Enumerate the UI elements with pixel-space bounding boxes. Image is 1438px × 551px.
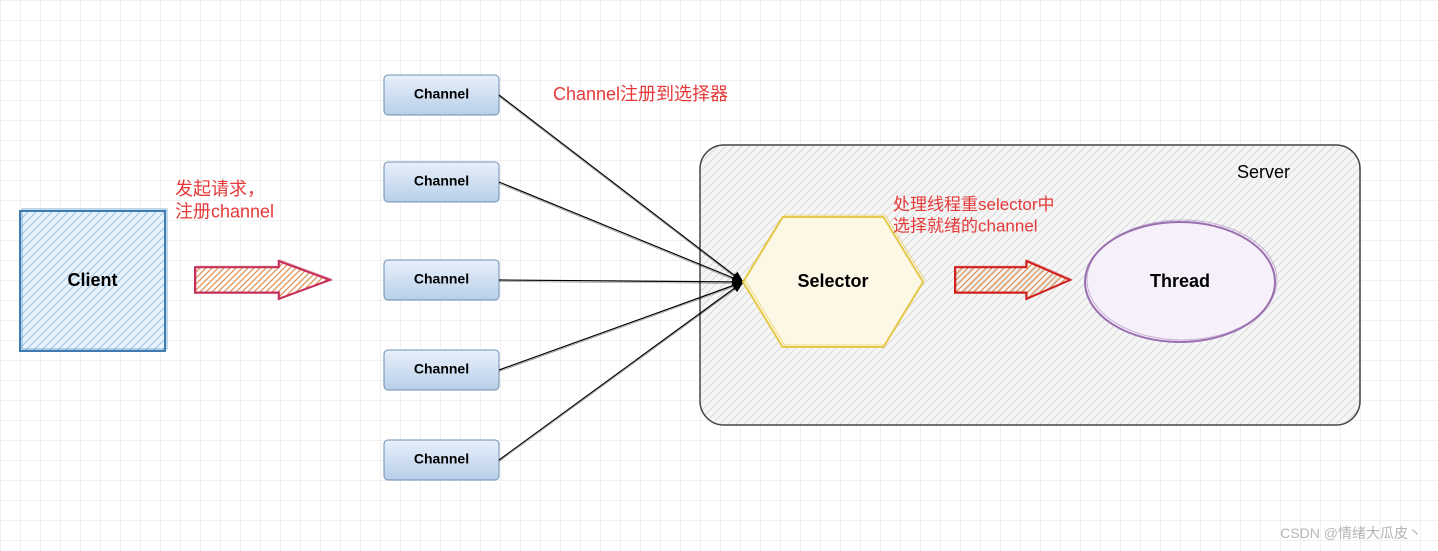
channel-node-0: Channel	[384, 75, 499, 115]
thread-label: Thread	[1150, 271, 1210, 291]
channel-node-3: Channel	[384, 350, 499, 390]
channel-label: Channel	[414, 361, 469, 377]
selector-label: Selector	[797, 271, 868, 291]
channel-node-4: Channel	[384, 440, 499, 480]
channel-node-2: Channel	[384, 260, 499, 300]
channel-label: Channel	[414, 86, 469, 102]
channel-label: Channel	[414, 451, 469, 467]
channel-label: Channel	[414, 173, 469, 189]
client-node: Client	[20, 209, 167, 351]
channel-label: Channel	[414, 271, 469, 287]
server-label: Server	[1237, 162, 1290, 182]
annotation-req_label: 发起请求，注册channel	[175, 179, 274, 222]
channel-node-1: Channel	[384, 162, 499, 202]
annotation-reg_label: Channel注册到选择器	[553, 84, 728, 104]
channels-group: Channel Channel Channel Channel Channel	[384, 75, 499, 480]
client-label: Client	[67, 270, 117, 290]
diagram-canvas: Server Client ChannelChannelChannelChann…	[0, 0, 1438, 551]
watermark: CSDN @情绪大瓜皮丶	[1280, 523, 1422, 543]
